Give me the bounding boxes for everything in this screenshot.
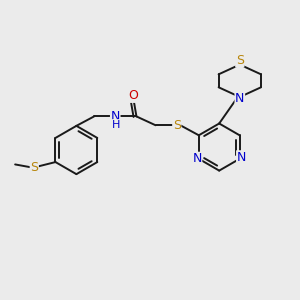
- Text: N: N: [235, 92, 244, 105]
- Text: N: N: [111, 110, 120, 123]
- Text: H: H: [112, 120, 120, 130]
- Text: S: S: [173, 119, 181, 132]
- Text: N: N: [192, 152, 202, 165]
- Text: O: O: [129, 89, 138, 102]
- Text: S: S: [30, 161, 38, 174]
- Text: S: S: [236, 54, 244, 67]
- Text: N: N: [237, 151, 246, 164]
